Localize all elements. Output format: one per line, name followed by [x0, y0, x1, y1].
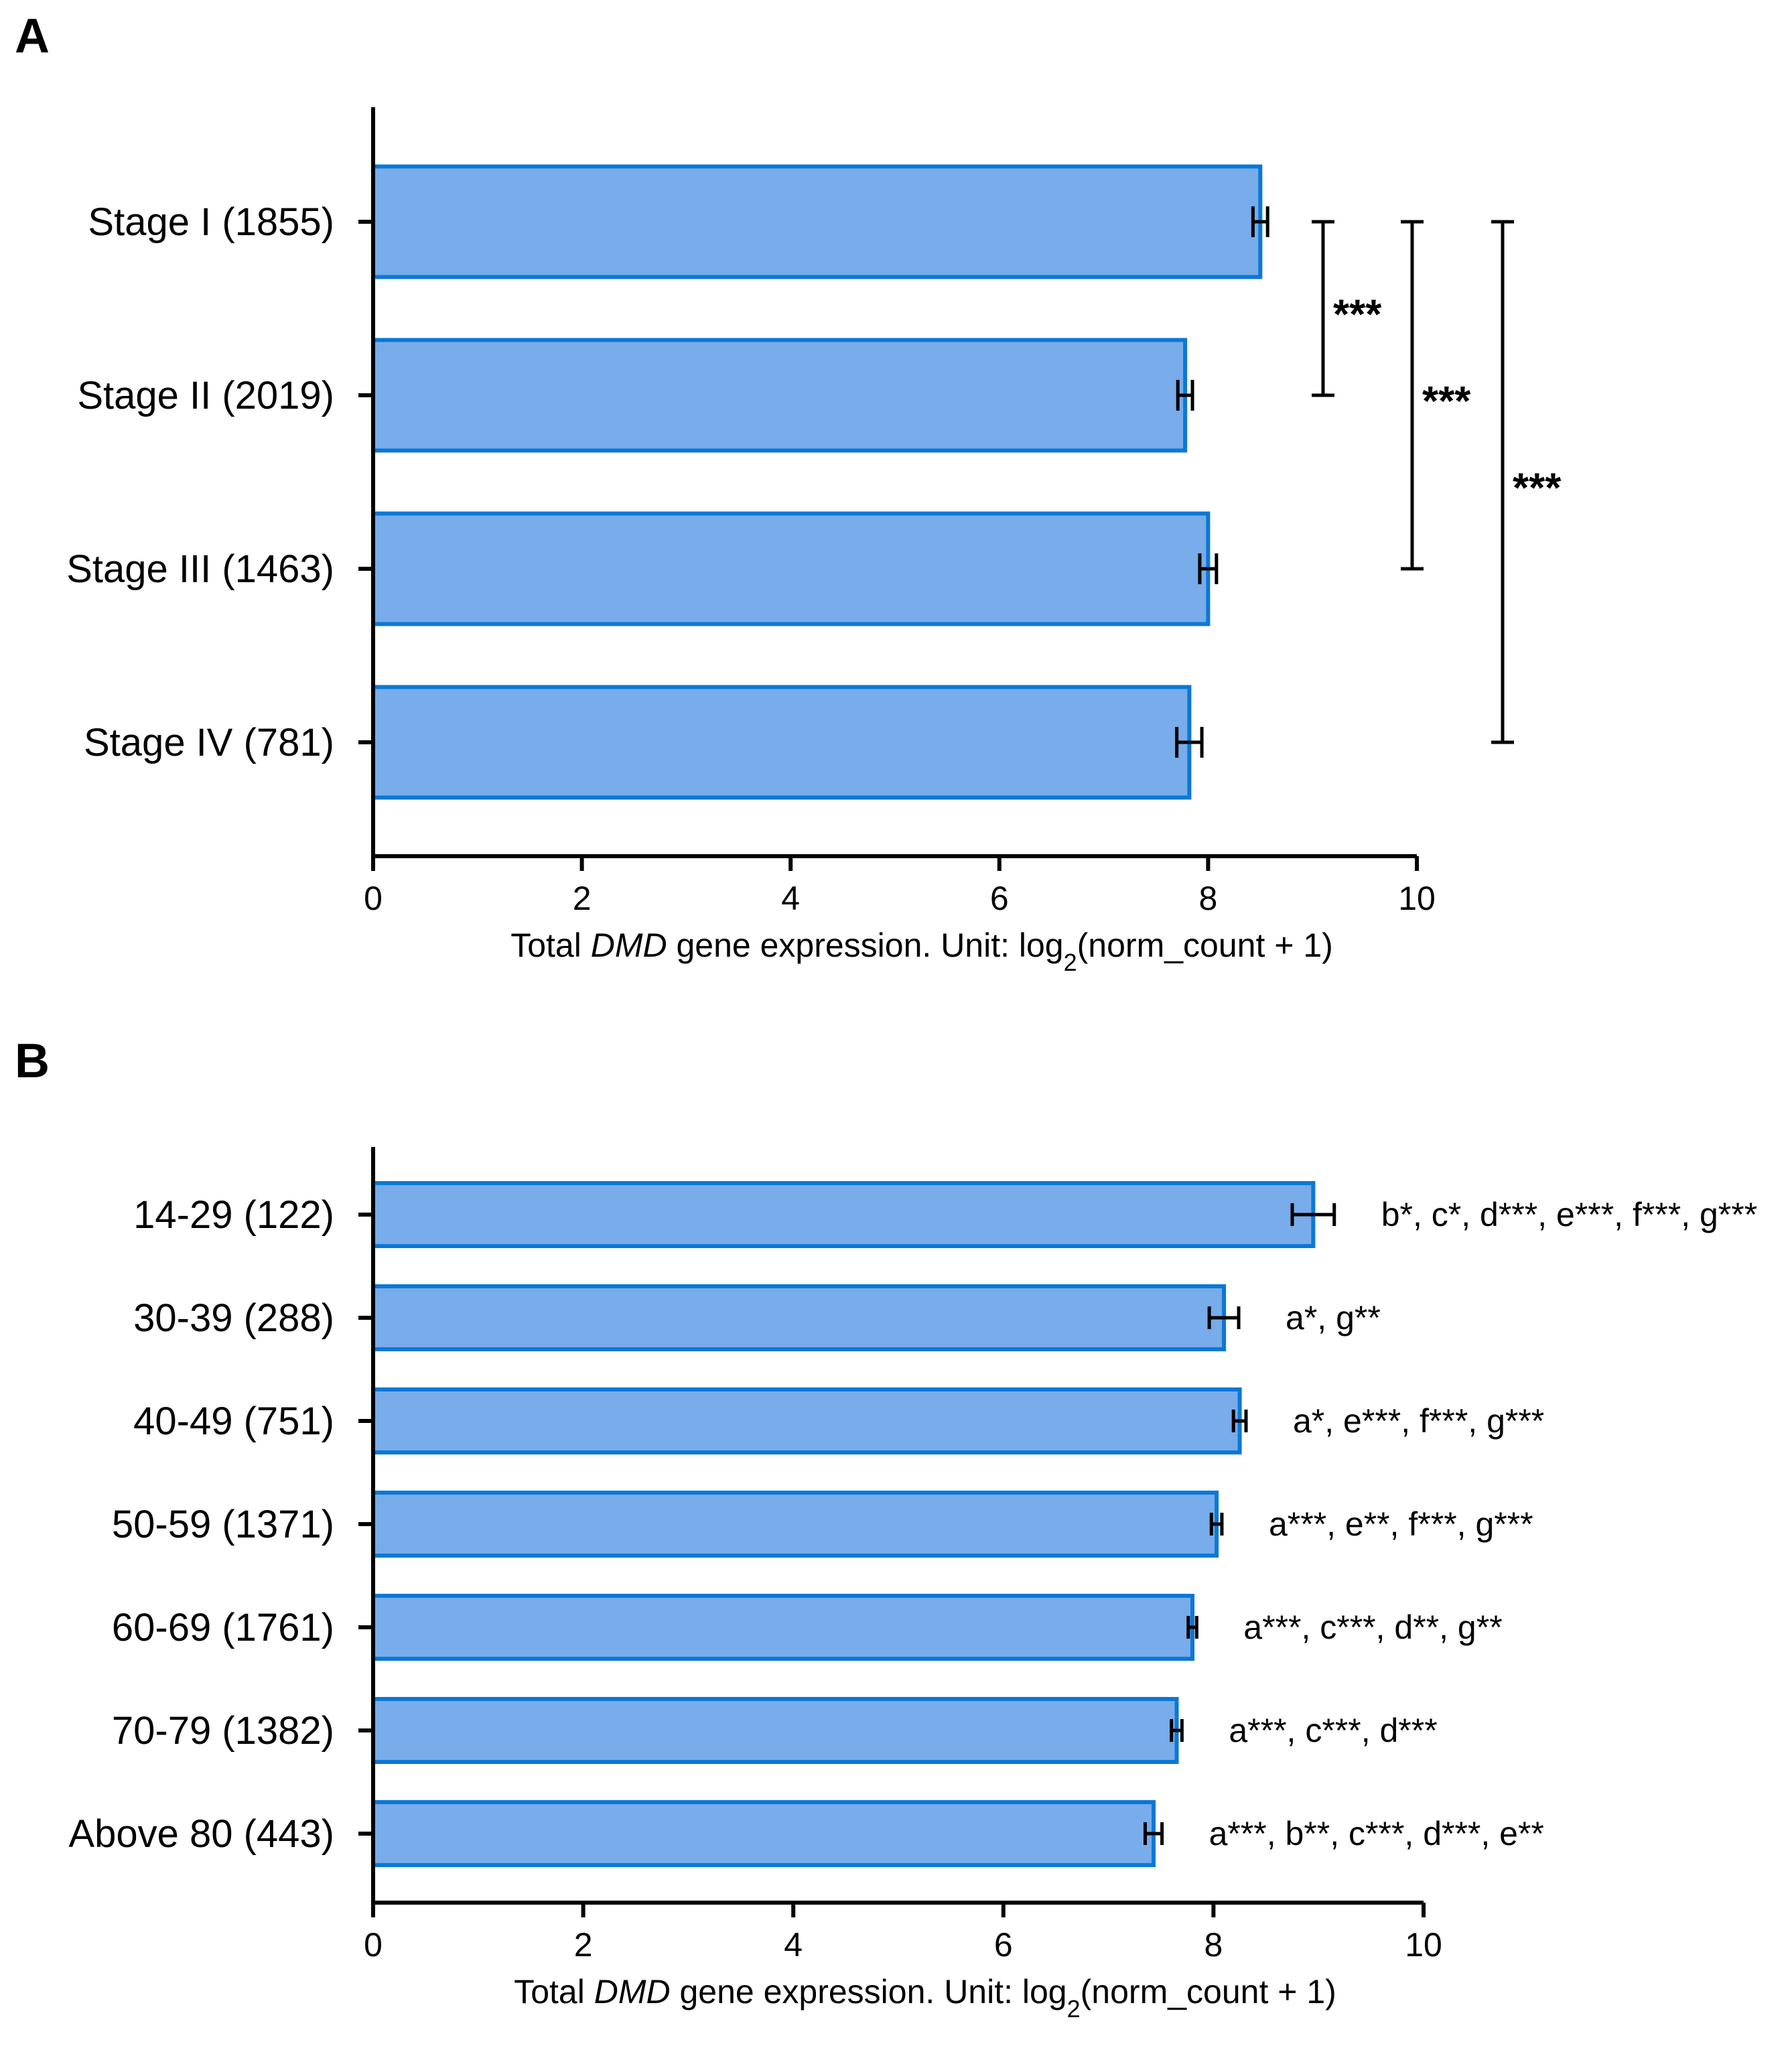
category-label: Stage I (1855) [88, 200, 334, 244]
significance-label: *** [1513, 466, 1562, 512]
x-axis-title: Total DMD gene expression. Unit: log2(no… [510, 927, 1333, 976]
x-tick-label: 8 [1204, 1926, 1223, 1964]
bar-5 [371, 1594, 1195, 1661]
x-tick-label: 0 [364, 1926, 383, 1964]
bar-1 [371, 1181, 1316, 1248]
bar-7 [371, 1800, 1156, 1867]
category-label: 50-59 (1371) [112, 1503, 334, 1546]
error-bar-3 [1231, 1410, 1248, 1432]
x-tick-label: 8 [1198, 880, 1217, 917]
comparison-annotation: a*, e***, f***, g*** [1293, 1402, 1544, 1440]
category-label: Stage II (2019) [77, 374, 334, 417]
bar-4 [371, 1491, 1219, 1558]
comparison-annotation: a***, b**, c***, d***, e** [1209, 1815, 1544, 1852]
bar-2 [371, 338, 1188, 453]
x-tick-label: 2 [573, 880, 592, 917]
error-bar-6 [1170, 1719, 1184, 1742]
category-label: Stage IV (781) [84, 721, 334, 764]
error-bar-2 [1207, 1306, 1241, 1329]
significance-bracket-3 [1491, 220, 1514, 744]
x-tick-label: 10 [1398, 880, 1436, 917]
x-tick-label: 4 [781, 880, 800, 917]
bar-4 [371, 685, 1192, 800]
error-bar-2 [1176, 380, 1194, 411]
bar-6 [371, 1697, 1179, 1764]
category-label: 30-39 (288) [133, 1296, 334, 1340]
comparison-annotation: a***, c***, d*** [1229, 1712, 1437, 1749]
x-tick-label: 6 [994, 1926, 1013, 1964]
error-bar-4 [1209, 1513, 1224, 1536]
chart-panel-b: 14-29 (122) 30-39 (288) 40-49 (751) 50-59 (… [68, 1147, 1757, 2023]
comparison-annotation: a***, e**, f***, g*** [1269, 1505, 1533, 1543]
significance-label: *** [1422, 379, 1471, 425]
x-tick-label: 4 [784, 1926, 803, 1964]
x-tick-label: 0 [364, 880, 383, 917]
significance-label: *** [1333, 292, 1382, 338]
x-tick-label: 6 [990, 880, 1009, 917]
error-bar-1 [1251, 206, 1269, 237]
category-label: Above 80 (443) [68, 1812, 334, 1856]
x-tick-label: 10 [1405, 1926, 1442, 1964]
error-bar-4 [1175, 727, 1204, 758]
comparison-annotation: a***, c***, d**, g** [1243, 1609, 1502, 1646]
x-tick-label: 2 [574, 1926, 593, 1964]
chart-panel-a: Stage I (1855) Stage II (2019) Stage III (… [66, 107, 1562, 976]
error-bar-1 [1290, 1203, 1336, 1226]
significance-bracket-2 [1401, 220, 1424, 571]
category-label: Stage III (1463) [66, 547, 334, 591]
x-axis-title: Total DMD gene expression. Unit: log2(no… [514, 1973, 1336, 2023]
category-label: 70-79 (1382) [112, 1709, 334, 1753]
bar-2 [371, 1284, 1227, 1351]
category-label: 40-49 (751) [133, 1400, 334, 1443]
category-label: 14-29 (122) [133, 1193, 334, 1237]
error-bar-7 [1143, 1822, 1164, 1845]
panel-b-letter: B [15, 1034, 50, 1088]
panel-a-letter: A [15, 9, 50, 63]
category-label: 60-69 (1761) [112, 1606, 334, 1649]
bar-1 [371, 164, 1263, 279]
bar-3 [371, 1387, 1242, 1454]
comparison-annotation: b*, c*, d***, e***, f***, g*** [1381, 1196, 1757, 1233]
significance-bracket-1 [1312, 220, 1334, 397]
error-bar-5 [1186, 1616, 1198, 1639]
comparison-annotation: a*, g** [1286, 1299, 1381, 1337]
bar-3 [371, 511, 1211, 626]
error-bar-3 [1198, 553, 1219, 584]
